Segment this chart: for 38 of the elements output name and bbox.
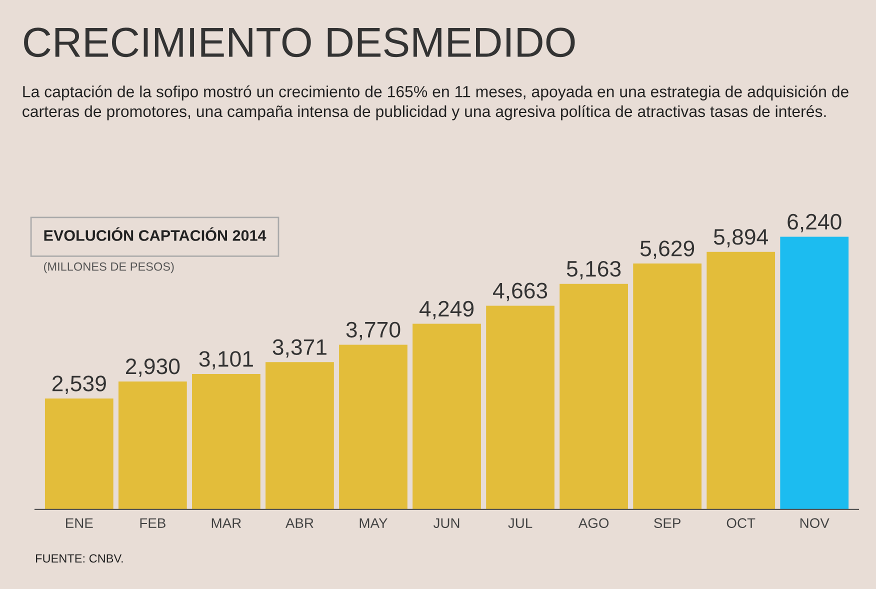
x-tick-label: MAY xyxy=(360,518,388,528)
chart-subtitle: La captación de la sofipo mostró un crecimiento de 165% en 11 meses, apoyada en una estrategia de adquisición de carteras de promotores, una campaña intensa de publicidad y una agresiva política de atractivas tasas de interés. xyxy=(22,85,848,120)
data-label: 5,629 xyxy=(640,240,694,259)
x-tick-label: NOV xyxy=(800,518,830,528)
bar xyxy=(633,264,702,510)
bar xyxy=(706,252,776,510)
annotation: EVOLUCIÓN CAPTACIÓN 2014 xyxy=(44,227,266,241)
data-label: 3,770 xyxy=(346,322,400,340)
data-label: 6,240 xyxy=(788,214,842,232)
bar xyxy=(780,236,849,510)
bar xyxy=(266,362,334,510)
data-label: 5,163 xyxy=(566,260,621,280)
chart-title: CRECIMIENTO DESMEDIDO xyxy=(24,28,575,58)
data-label: 2,539 xyxy=(52,376,106,394)
bar xyxy=(412,324,481,510)
data-label: 2,930 xyxy=(126,358,180,377)
bar xyxy=(44,398,114,510)
x-tick-label: SEP xyxy=(654,518,680,528)
data-label: 4,663 xyxy=(492,282,548,302)
x-tick-label: JUN xyxy=(433,518,460,528)
annotation: (MILLONES DE PESOS) xyxy=(44,262,174,274)
data-label: 5,894 xyxy=(714,229,768,248)
x-tick-label: OCT xyxy=(726,518,756,528)
x-tick-label: FEB xyxy=(140,518,166,528)
x-tick-label: MAR xyxy=(212,518,241,528)
data-label: 4,249 xyxy=(419,300,474,320)
x-tick-label: ABR xyxy=(285,518,314,528)
data-label: 3,371 xyxy=(272,339,326,358)
source-note: FUENTE: CNBV. xyxy=(36,554,123,563)
bar xyxy=(560,284,628,510)
bar xyxy=(486,306,554,510)
bar xyxy=(118,381,187,510)
x-tick-label: ENE xyxy=(66,518,93,528)
bar xyxy=(192,374,260,510)
data-label: 3,101 xyxy=(199,351,253,370)
x-tick-label: AGO xyxy=(578,518,609,528)
bar xyxy=(339,344,408,510)
x-tick-label: JUL xyxy=(508,518,532,528)
